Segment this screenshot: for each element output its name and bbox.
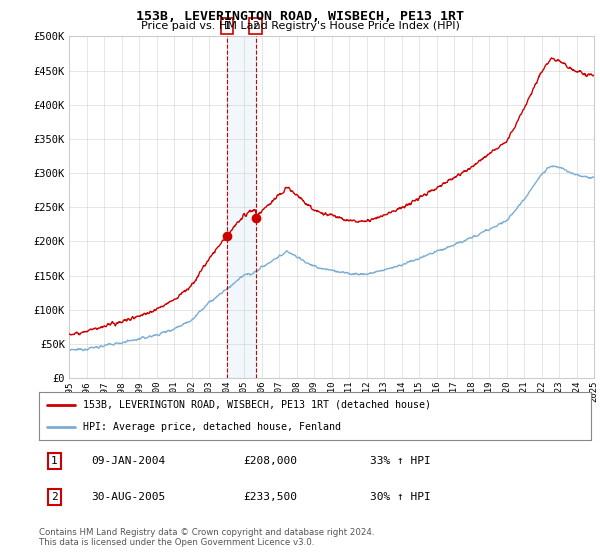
- Text: HPI: Average price, detached house, Fenland: HPI: Average price, detached house, Fenl…: [83, 422, 341, 432]
- Text: £208,000: £208,000: [243, 456, 297, 466]
- Text: Price paid vs. HM Land Registry's House Price Index (HPI): Price paid vs. HM Land Registry's House …: [140, 21, 460, 31]
- Text: 30% ↑ HPI: 30% ↑ HPI: [370, 492, 431, 502]
- Text: 1: 1: [51, 456, 58, 466]
- Text: 2: 2: [252, 21, 259, 31]
- Bar: [227, 36, 256, 378]
- Text: 153B, LEVERINGTON ROAD, WISBECH, PE13 1RT: 153B, LEVERINGTON ROAD, WISBECH, PE13 1R…: [136, 10, 464, 22]
- Text: 09-JAN-2004: 09-JAN-2004: [91, 456, 166, 466]
- Text: 153B, LEVERINGTON ROAD, WISBECH, PE13 1RT (detached house): 153B, LEVERINGTON ROAD, WISBECH, PE13 1R…: [83, 400, 431, 410]
- Text: 1: 1: [224, 21, 230, 31]
- Text: £233,500: £233,500: [243, 492, 297, 502]
- Text: 30-AUG-2005: 30-AUG-2005: [91, 492, 166, 502]
- Text: 2: 2: [51, 492, 58, 502]
- Text: Contains HM Land Registry data © Crown copyright and database right 2024.
This d: Contains HM Land Registry data © Crown c…: [39, 528, 374, 547]
- Text: 33% ↑ HPI: 33% ↑ HPI: [370, 456, 431, 466]
